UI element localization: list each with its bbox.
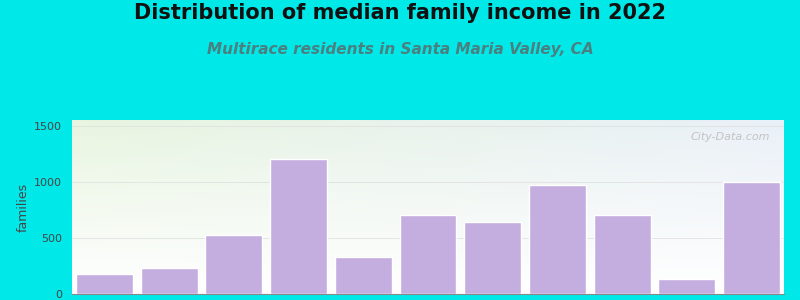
- Text: Multirace residents in Santa Maria Valley, CA: Multirace residents in Santa Maria Valle…: [206, 42, 594, 57]
- Bar: [464, 222, 522, 294]
- Bar: [723, 182, 780, 294]
- Bar: [270, 159, 327, 294]
- Text: Distribution of median family income in 2022: Distribution of median family income in …: [134, 3, 666, 23]
- Bar: [206, 235, 262, 294]
- Bar: [399, 215, 457, 294]
- Bar: [658, 279, 715, 294]
- Text: City-Data.com: City-Data.com: [690, 132, 770, 142]
- Bar: [334, 257, 392, 294]
- Bar: [141, 268, 198, 294]
- Bar: [76, 274, 133, 294]
- Bar: [529, 185, 586, 294]
- Y-axis label: families: families: [17, 182, 30, 232]
- Bar: [594, 215, 650, 294]
